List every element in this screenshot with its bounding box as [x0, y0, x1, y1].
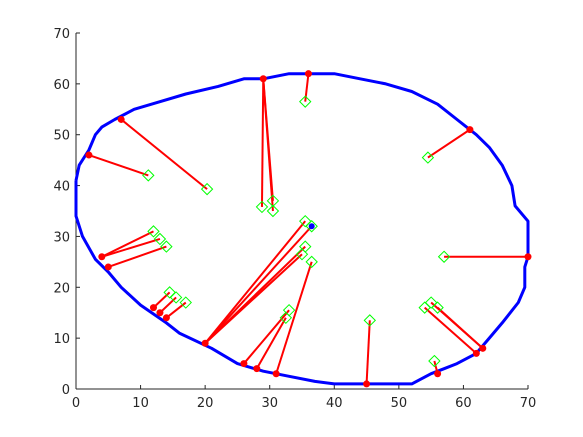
center-point — [308, 223, 315, 230]
y-tick-label: 50 — [53, 129, 70, 144]
connection-segment — [255, 317, 287, 370]
target-diamond — [295, 248, 309, 261]
connection-segment — [204, 253, 303, 344]
target-diamond — [431, 301, 444, 314]
boundary-point — [85, 151, 93, 159]
y-tick-label: 40 — [53, 180, 70, 195]
connection-segment — [424, 306, 478, 355]
connection-segment — [427, 128, 471, 159]
target-diamond — [160, 240, 173, 253]
x-tick-label: 30 — [261, 396, 278, 411]
target-diamond — [305, 255, 318, 269]
connection-segment — [107, 245, 167, 268]
target-diamond — [266, 204, 280, 218]
boundary-point — [434, 370, 442, 378]
connection-segment — [262, 78, 274, 212]
boundary-point — [156, 309, 164, 317]
target-diamond — [299, 95, 312, 108]
x-tick-label: 20 — [197, 396, 214, 411]
boundary-point — [253, 365, 261, 373]
boundary-point — [259, 75, 267, 83]
target-diamond — [200, 182, 214, 196]
tick-labels: 0 10 20 30 40 50 60 70 0 10 20 30 40 50 60 70 — [53, 27, 536, 411]
connection-segment — [120, 118, 208, 190]
x-tick-label: 10 — [132, 396, 149, 411]
x-tick-label: 40 — [326, 396, 343, 411]
target-diamond — [363, 314, 377, 327]
connection-segment — [204, 225, 313, 344]
x-tick-label: 0 — [72, 396, 80, 411]
boundary-point — [98, 253, 106, 261]
boundary-point — [304, 70, 312, 78]
target-diamond — [299, 214, 312, 228]
boundary-point — [117, 115, 125, 123]
target-diamond — [424, 296, 438, 309]
boundary-point — [363, 380, 371, 388]
target-diamond — [279, 311, 293, 325]
target-diamond — [255, 200, 269, 214]
connection-segment — [275, 261, 313, 375]
target-diamond — [169, 291, 183, 304]
boundary-point — [162, 314, 170, 322]
connection-segment — [101, 238, 161, 258]
y-tick-label: 30 — [53, 230, 70, 245]
target-diamond — [437, 250, 451, 263]
boundary-point — [149, 304, 157, 312]
target-diamond — [179, 296, 192, 309]
x-tick-label: 70 — [520, 396, 537, 411]
axes — [75, 32, 529, 390]
boundary-point — [104, 263, 112, 271]
boundary-point — [524, 253, 532, 261]
marker-layer — [85, 70, 532, 388]
target-diamond — [147, 225, 160, 238]
y-tick-label: 0 — [62, 383, 70, 398]
target-diamond — [266, 194, 280, 208]
target-diamond — [163, 286, 176, 299]
boundary-point — [272, 370, 280, 378]
boundary-point — [466, 126, 474, 134]
target-diamond — [421, 151, 435, 164]
x-tick-label: 50 — [391, 396, 408, 411]
connection-segment — [204, 220, 307, 344]
target-diamond — [142, 169, 155, 182]
x-tick-label: 60 — [455, 396, 472, 411]
boundary-point — [201, 339, 209, 347]
connection-segment — [88, 154, 149, 177]
y-tick-label: 70 — [53, 27, 70, 42]
target-diamond — [428, 354, 441, 368]
y-tick-label: 60 — [53, 78, 70, 93]
target-diamond — [153, 232, 167, 246]
boundary-point — [240, 360, 248, 368]
connection-segment — [260, 78, 265, 207]
boundary-point — [479, 344, 487, 352]
connection-segment — [436, 306, 484, 350]
target-diamond — [305, 220, 318, 233]
connection-segment — [101, 230, 154, 258]
connection-segment — [365, 320, 371, 384]
y-tick-label: 20 — [53, 281, 70, 296]
boundary-point — [472, 349, 480, 357]
y-tick-label: 10 — [53, 332, 70, 347]
